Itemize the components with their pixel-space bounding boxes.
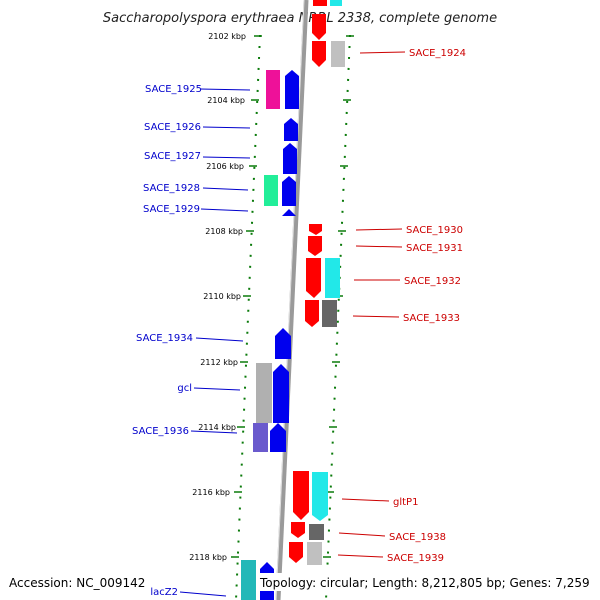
topology-text: Topology: circular; Length: 8,212,805 bp… (259, 576, 590, 590)
accession-backdrop (6, 573, 148, 591)
leader-line (359, 51, 406, 54)
left-tick-track (235, 34, 261, 600)
kbp-tick-label: 2110 kbp (203, 292, 241, 301)
accession-text: Accession: NC_009142 (9, 576, 145, 590)
leader-line (202, 126, 251, 129)
gene-label-sace-1926: SACE_1926 (144, 122, 201, 133)
kbp-tick-label: 2118 kbp (189, 553, 227, 562)
leader-line (195, 337, 244, 342)
leader-line (337, 554, 384, 558)
leader-line (179, 591, 227, 597)
gene-label-sace-1936: SACE_1936 (132, 426, 189, 437)
kbp-tick-label: 2106 kbp (206, 162, 244, 171)
reverse-gene-arrow (305, 300, 319, 327)
leader-line (190, 430, 238, 434)
forward-gene-block (256, 363, 272, 423)
reverse-gene-block (307, 542, 322, 565)
backbone-highlight (275, 0, 305, 600)
kbp-tick-label: 2104 kbp (207, 96, 245, 105)
backbone (275, 0, 309, 600)
reverse-gene-block (330, 0, 342, 6)
reverse-gene-block (331, 41, 345, 67)
right-gene-labels: SACE_1924 SACE_1930 SACE_1931 SACE_1932 … (387, 48, 466, 564)
kbp-tick-label: 2116 kbp (192, 488, 230, 497)
kbp-ticks: 2102 kbp 2104 kbp 2106 kbp 2108 kbp 2110… (189, 32, 262, 562)
gene-label-sace-1929: SACE_1929 (143, 204, 200, 215)
reverse-gene-arrow (309, 224, 322, 235)
gene-label-sace-1927: SACE_1927 (144, 151, 201, 162)
reverse-gene-arrow (306, 258, 321, 298)
leader-line (199, 88, 251, 91)
reverse-gene-block (325, 258, 340, 298)
reverse-strand-genes (289, 0, 345, 565)
reverse-gene-arrow (291, 522, 305, 538)
reverse-gene-arrow (312, 14, 326, 40)
forward-gene-arrow (284, 118, 298, 141)
gene-label-sace-1939: SACE_1939 (387, 553, 444, 564)
leader-line (200, 208, 249, 212)
kbp-tick-label: 2102 kbp (208, 32, 246, 41)
kbp-tick-label: 2114 kbp (198, 423, 236, 432)
leader-line (355, 245, 403, 248)
gene-label-sace-1930: SACE_1930 (406, 225, 463, 236)
leader-line (352, 315, 400, 318)
leader-line (202, 156, 251, 159)
reverse-gene-arrow (289, 542, 303, 563)
gene-label-sace-1932: SACE_1932 (404, 276, 461, 287)
kbp-tick-label: 2108 kbp (205, 227, 243, 236)
forward-gene-arrow (285, 70, 299, 109)
forward-gene-block (266, 70, 280, 109)
reverse-gene-block (322, 300, 337, 327)
reverse-gene-arrow (312, 41, 326, 67)
left-label-leaders (179, 88, 251, 597)
reverse-gene-arrow (308, 236, 322, 256)
left-gene-labels: SACE_1925 SACE_1926 SACE_1927 SACE_1928 … (132, 84, 202, 598)
right-label-leaders (337, 51, 406, 558)
gene-label-lacz2: lacZ2 (150, 587, 178, 598)
gene-label-sace-1934: SACE_1934 (136, 333, 193, 344)
leader-line (202, 187, 249, 191)
forward-gene-arrow (282, 209, 296, 216)
gene-label-sace-1924: SACE_1924 (409, 48, 466, 59)
map-title: Saccharopolyspora erythraea NRRL 2338, c… (103, 11, 497, 26)
gene-label-gcl: gcl (177, 383, 192, 394)
leader-line (341, 498, 390, 502)
gene-label-sace-1938: SACE_1938 (389, 532, 446, 543)
forward-gene-block (264, 175, 278, 206)
left-tick-dotted-line (235, 34, 261, 600)
reverse-gene-arrow (293, 471, 309, 520)
forward-gene-arrow (283, 143, 297, 174)
forward-gene-block (241, 560, 256, 600)
topology-backdrop (258, 573, 596, 591)
gene-label-sace-1933: SACE_1933 (403, 313, 460, 324)
gene-label-sace-1931: SACE_1931 (406, 243, 463, 254)
forward-gene-arrow (275, 328, 291, 359)
forward-gene-block (253, 423, 268, 452)
kbp-tick-label: 2112 kbp (200, 358, 238, 367)
leader-line (355, 228, 403, 231)
forward-gene-arrow (282, 176, 296, 206)
forward-gene-arrow (270, 423, 286, 452)
forward-gene-arrow (273, 364, 289, 423)
leader-line (338, 532, 386, 537)
reverse-gene-block (309, 524, 324, 540)
gene-label-gltp1: gltP1 (393, 497, 418, 508)
reverse-gene-block (313, 0, 327, 6)
gene-label-sace-1925: SACE_1925 (145, 84, 202, 95)
backbone-line (275, 0, 309, 600)
leader-line (193, 387, 241, 391)
gene-label-sace-1928: SACE_1928 (143, 183, 200, 194)
reverse-gene-arrow (312, 472, 328, 521)
